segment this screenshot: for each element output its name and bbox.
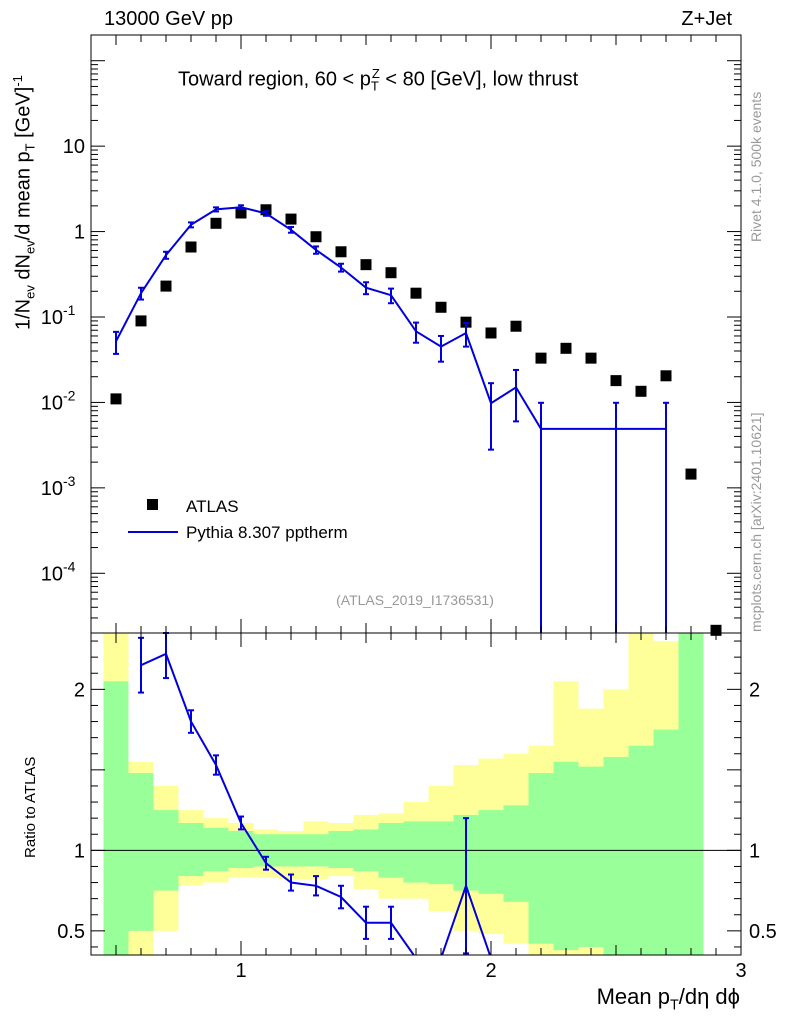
atlas-data-point: [410, 287, 422, 299]
atlas-data-point: [285, 213, 297, 225]
ratio-band-inner: [403, 821, 429, 883]
legend-atlas-label: ATLAS: [186, 497, 239, 516]
atlas-data-point: [260, 204, 272, 216]
pythia-curve: [115, 206, 666, 430]
atlas-data-point: [660, 370, 672, 382]
ratio-band-inner: [128, 773, 154, 931]
header-right: Z+Jet: [681, 8, 732, 30]
header-left: 13000 GeV pp: [104, 8, 233, 30]
atlas-data-point: [360, 259, 372, 271]
atlas-data-point: [110, 393, 122, 405]
ratio-band-inner: [603, 756, 629, 955]
main-y-tick-label: 1: [74, 222, 85, 244]
ratio-y-tick-label: 0.5: [57, 921, 85, 943]
main-y-tick-label: 10: [41, 307, 63, 329]
ratio-y-tick-label-right: 1: [749, 840, 760, 862]
atlas-data-point: [560, 342, 572, 354]
rivet-version-label: Rivet 4.1.0, 500k events: [748, 91, 764, 242]
ratio-band-inner: [103, 681, 129, 955]
plot-title: Toward region, 60 < pTZ < 80 [GeV], low …: [178, 66, 579, 94]
x-tick-label: 2: [485, 960, 496, 982]
atlas-data-point: [385, 267, 397, 279]
main-y-tick-label: 10: [41, 478, 63, 500]
atlas-data-point: [610, 375, 622, 387]
ratio-band-inner: [428, 821, 454, 885]
legend-pythia-label: Pythia 8.307 pptherm: [186, 523, 348, 542]
legend-atlas-marker: [147, 499, 158, 510]
atlas-data-point: [635, 385, 647, 397]
main-y-tick-label: 10: [41, 563, 63, 585]
mcplots-label: mcplots.cern.ch [arXiv:2401.10621]: [748, 412, 764, 632]
main-y-tick-label: 10: [41, 392, 63, 414]
ratio-y-axis-label: Ratio to ATLAS: [22, 756, 39, 858]
atlas-data-point: [435, 301, 447, 313]
ratio-band-inner: [203, 827, 229, 872]
watermark-analysis-id: (ATLAS_2019_I1736531): [336, 592, 494, 608]
main-y-tick-exponent: -1: [63, 302, 76, 318]
ratio-band-inner: [503, 805, 529, 902]
x-axis-label: Mean pT/dη dϕ: [596, 984, 740, 1014]
ratio-band-inner: [478, 810, 504, 894]
atlas-data-point: [335, 246, 347, 258]
atlas-data-point: [510, 320, 522, 332]
ratio-y-tick-label: 1: [74, 840, 85, 862]
ratio-y-tick-label-right: 2: [749, 679, 760, 701]
ratio-band-inner: [528, 773, 554, 944]
atlas-data-point: [185, 241, 197, 253]
x-tick-label: 1: [235, 960, 246, 982]
atlas-data-point: [585, 352, 597, 364]
ratio-band-inner: [578, 766, 604, 947]
main-y-tick-exponent: -2: [63, 387, 76, 403]
atlas-data-point: [135, 315, 147, 327]
ratio-y-tick-label: 2: [74, 679, 85, 701]
x-tick-label: 3: [735, 960, 746, 982]
atlas-data-point: [310, 231, 322, 243]
atlas-data-point: [485, 327, 497, 339]
atlas-data-point: [160, 280, 172, 292]
atlas-data-point: [535, 352, 547, 364]
ratio-band-inner: [553, 761, 579, 951]
ratio-band-inner: [328, 831, 354, 869]
main-y-tick-exponent: -4: [63, 558, 76, 574]
ratio-band-inner: [178, 822, 204, 877]
main-y-axis-label: 1/Nev dNev/d mean pT [GeV]-1: [10, 75, 38, 330]
atlas-data-point: [210, 217, 222, 229]
atlas-data-point: [235, 207, 247, 219]
ratio-band-inner: [678, 633, 704, 955]
ratio-band-inner: [653, 729, 679, 955]
main-y-tick-exponent: -3: [63, 473, 76, 489]
atlas-data-point: [685, 468, 697, 480]
ratio-y-tick-label-right: 0.5: [749, 921, 777, 943]
main-y-tick-label: 10: [63, 136, 85, 158]
